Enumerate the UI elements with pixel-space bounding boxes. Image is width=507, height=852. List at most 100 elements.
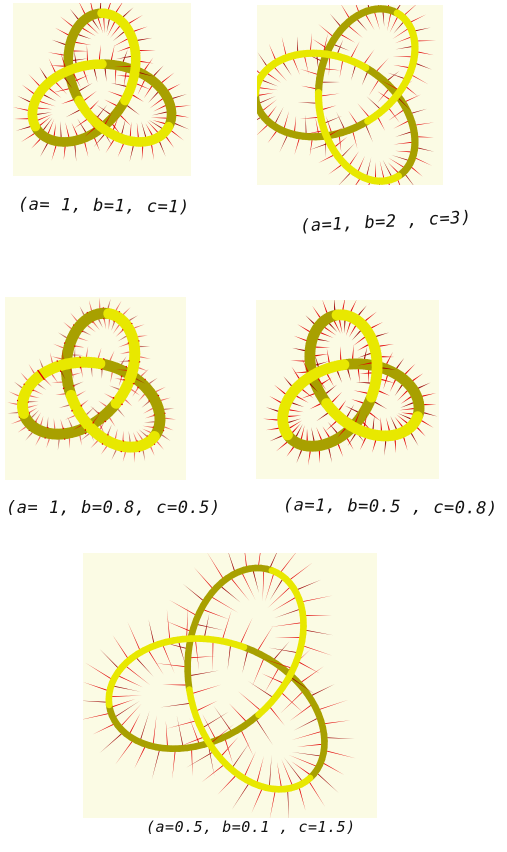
fin-blade [120, 14, 144, 30]
fin-blade [292, 659, 321, 674]
tube-segment [127, 34, 139, 49]
fin-blade [306, 128, 329, 134]
tube-segment [230, 768, 244, 780]
fin-blade [352, 305, 367, 325]
fin-blade [85, 420, 94, 442]
fin-blade [151, 743, 161, 780]
tube-segment [118, 134, 133, 146]
knot-image-5 [83, 553, 377, 818]
caption-1: (a= 1, b=1, c=1) [17, 194, 190, 218]
fin-blade [297, 36, 299, 59]
fin-blade [103, 7, 105, 34]
fin-blade [83, 711, 115, 720]
fin-blade [92, 720, 120, 735]
fin-blade [127, 621, 143, 656]
caption-4: (a=1, b=0.5 , c=0.8) [282, 495, 498, 519]
fin-blade [353, 390, 379, 397]
fin-blade [162, 684, 193, 686]
fin-blade [298, 614, 332, 616]
fin-blade [216, 582, 241, 603]
fin-blade [286, 784, 290, 818]
ring-stripe [37, 369, 46, 381]
fin-blade [238, 617, 253, 650]
fin-blade [229, 703, 251, 727]
fin-blade [106, 350, 115, 372]
fin-blade [65, 104, 89, 118]
fin-blade [408, 419, 426, 437]
fin-blade [197, 711, 230, 731]
fin-blade [257, 92, 274, 96]
fin-blade [296, 744, 329, 747]
tube-segment [285, 386, 299, 401]
fin-blade [328, 160, 347, 175]
fin-blade [141, 394, 160, 408]
fin-blade [75, 90, 97, 106]
fin-blade [13, 107, 39, 112]
fin-blade [51, 122, 56, 146]
fin-blade [388, 106, 410, 121]
fin-blade [257, 77, 279, 87]
fin-blade [180, 734, 209, 747]
fin-blade [166, 609, 171, 646]
fin-blade [60, 121, 62, 148]
fin-blade [194, 567, 218, 593]
tube-segment [140, 643, 155, 654]
caption-3: (a= 1, b=0.8, c=0.5) [6, 498, 221, 518]
fin-blade [272, 594, 302, 612]
trefoil-knot-render-5 [83, 553, 356, 818]
knot-image-3 [5, 297, 186, 480]
fin-blade [172, 744, 176, 779]
tube-segment [408, 56, 418, 69]
fin-blade [134, 740, 148, 769]
fin-blade [368, 74, 383, 96]
tube-segment [285, 51, 299, 61]
fin-blade [261, 673, 289, 687]
fin-blade [126, 80, 152, 91]
fin-blade [254, 625, 274, 657]
fin-blade [86, 44, 89, 71]
fin-blade [359, 406, 381, 422]
fin-blade [308, 439, 312, 466]
fin-blade [315, 105, 337, 111]
fin-blade [145, 645, 164, 676]
fin-blade [83, 700, 113, 703]
knot-3 [7, 297, 177, 463]
trefoil-knot-render-1 [13, 3, 191, 162]
knot-image-2 [257, 5, 443, 185]
trefoil-knot-render-4 [263, 300, 438, 466]
fin-blade [190, 700, 218, 713]
knot-5 [83, 553, 356, 818]
knot-2 [257, 5, 437, 185]
caption-2: (a=1, b=2 , c=3) [299, 207, 473, 237]
fin-blade [126, 712, 141, 739]
fin-blade [380, 417, 382, 443]
fin-blade [383, 364, 392, 390]
fin-blade [166, 718, 202, 729]
tube-segment [338, 157, 350, 169]
fin-blade [336, 143, 355, 162]
fin-blade [109, 401, 126, 418]
fin-blade [377, 84, 394, 104]
fin-blade [30, 97, 56, 107]
caption-5: (a=0.5, b=0.1 , c=1.5) [146, 818, 356, 836]
fin-blade [306, 336, 331, 342]
fin-blade [293, 335, 318, 344]
fin-blade [305, 776, 326, 807]
fin-blade [129, 60, 154, 64]
fin-blade [320, 737, 355, 739]
fin-blade [115, 735, 136, 765]
fin-blade [96, 347, 102, 370]
fin-blade [90, 431, 105, 449]
knot-image-1 [13, 3, 191, 176]
trefoil-knot-render-2 [257, 5, 437, 185]
fin-blade [43, 118, 55, 143]
fin-blade [276, 415, 302, 417]
fin-blade [26, 112, 52, 115]
fin-blade [387, 72, 411, 82]
fin-blade [83, 682, 114, 692]
fin-blade [186, 606, 188, 643]
fin-blade [141, 136, 144, 161]
fin-blade [294, 131, 301, 156]
knot-image-4 [256, 300, 439, 479]
trefoil-knot-render-3 [7, 297, 177, 463]
